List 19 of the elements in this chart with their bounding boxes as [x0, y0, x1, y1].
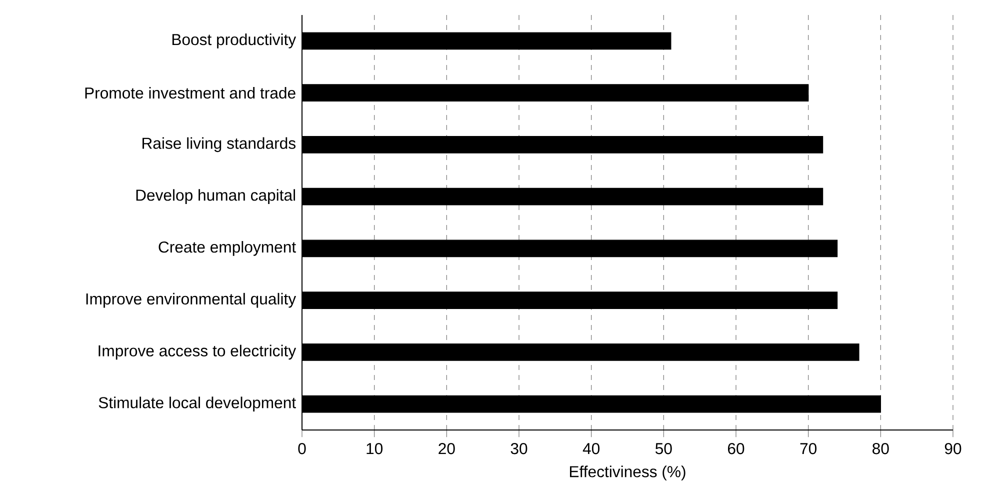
y-tick-label: Boost productivity — [172, 34, 296, 48]
x-axis-title: Effectiviness (%) — [570, 466, 686, 480]
x-tick-label: 40 — [582, 442, 600, 454]
y-tick-label: Promote investment and trade — [85, 86, 296, 99]
y-tick-label: Develop human capital — [136, 189, 296, 204]
x-tick-label: 70 — [800, 442, 816, 454]
y-tick-label: Create employment — [158, 241, 296, 256]
y-tick-label: Improve access to electricity — [98, 344, 296, 360]
x-tick-label: 30 — [510, 442, 528, 454]
y-tick-label: Improve environmental quality — [86, 292, 296, 308]
y-tick-label: Raise living standards — [142, 137, 296, 152]
x-tick-label: 90 — [944, 442, 962, 454]
x-tick-label: 50 — [655, 442, 672, 454]
y-tick-label: Stimulate local development — [98, 396, 296, 412]
x-tick-label: 0 — [298, 442, 306, 454]
x-tick-label: 20 — [438, 442, 455, 454]
x-tick-label: 80 — [872, 442, 889, 454]
x-tick-label: 10 — [366, 442, 383, 454]
x-tick-label: 60 — [728, 442, 744, 454]
